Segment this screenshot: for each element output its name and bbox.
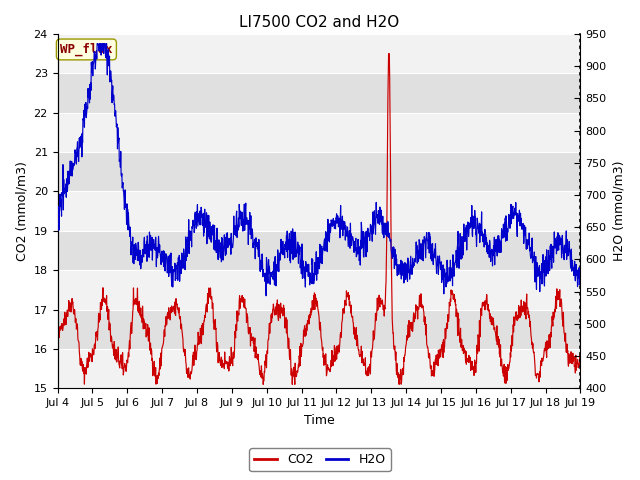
Bar [58,73,580,113]
X-axis label: Time: Time [303,414,334,427]
Bar [58,113,580,152]
Bar [58,34,580,73]
Bar [58,192,580,231]
Title: LI7500 CO2 and H2O: LI7500 CO2 and H2O [239,15,399,30]
Text: WP_flux: WP_flux [60,43,113,56]
Bar [58,310,580,349]
Legend: CO2, H2O: CO2, H2O [250,448,390,471]
Bar [58,270,580,310]
Bar [58,349,580,388]
Y-axis label: H2O (mmol/m3): H2O (mmol/m3) [612,161,625,262]
Y-axis label: CO2 (mmol/m3): CO2 (mmol/m3) [15,161,28,261]
Bar [58,231,580,270]
Bar [58,152,580,192]
